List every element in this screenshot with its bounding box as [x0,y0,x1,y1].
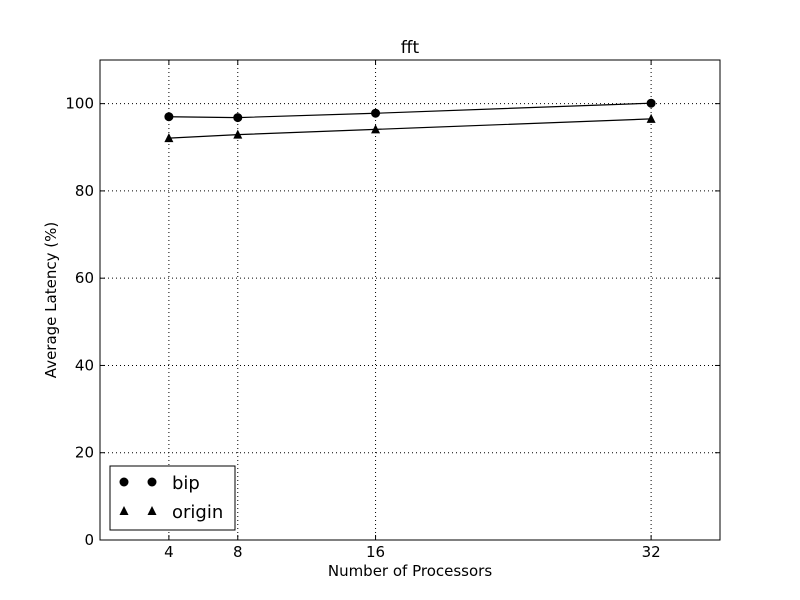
point-origin [646,113,656,123]
point-origin [233,129,243,139]
y-tick-label: 80 [75,182,94,200]
series-line-origin [168,118,652,139]
point-bip [646,98,656,108]
y-axis-ticks: 0 20 40 60 80 100 [65,95,720,549]
legend-label-bip: bip [172,473,200,494]
y-tick-label: 40 [75,356,94,374]
series-lines [168,102,652,139]
legend-box [109,465,236,531]
point-bip [164,112,174,122]
y-tick-label: 0 [84,531,94,549]
legend-bip-marker-right [147,477,157,487]
data-markers [164,98,656,143]
legend-bip-marker-left [119,477,129,487]
y-tick-label: 60 [75,269,94,287]
y-tick-label: 100 [65,95,94,113]
plot-frame [99,59,721,541]
x-tick-label: 8 [233,543,243,561]
x-axis-label: Number of Processors [328,562,492,580]
legend-origin-marker-right [147,506,157,515]
point-origin [164,133,174,143]
point-origin [371,124,381,134]
x-tick-label: 16 [366,543,385,561]
x-axis-ticks: 4 8 16 32 [164,60,661,561]
point-bip [371,108,381,118]
legend-origin-marker-left [119,506,129,515]
x-tick-label: 4 [164,543,174,561]
series-line-bip [168,102,652,119]
legend-label-origin: origin [172,502,223,523]
legend: bip origin [109,465,236,531]
point-bip [233,113,243,123]
plot-area [100,60,720,540]
x-tick-label: 32 [642,543,661,561]
chart-title: fft [401,38,420,58]
y-tick-label: 20 [75,444,94,462]
y-axis-label: Average Latency (%) [42,222,60,378]
